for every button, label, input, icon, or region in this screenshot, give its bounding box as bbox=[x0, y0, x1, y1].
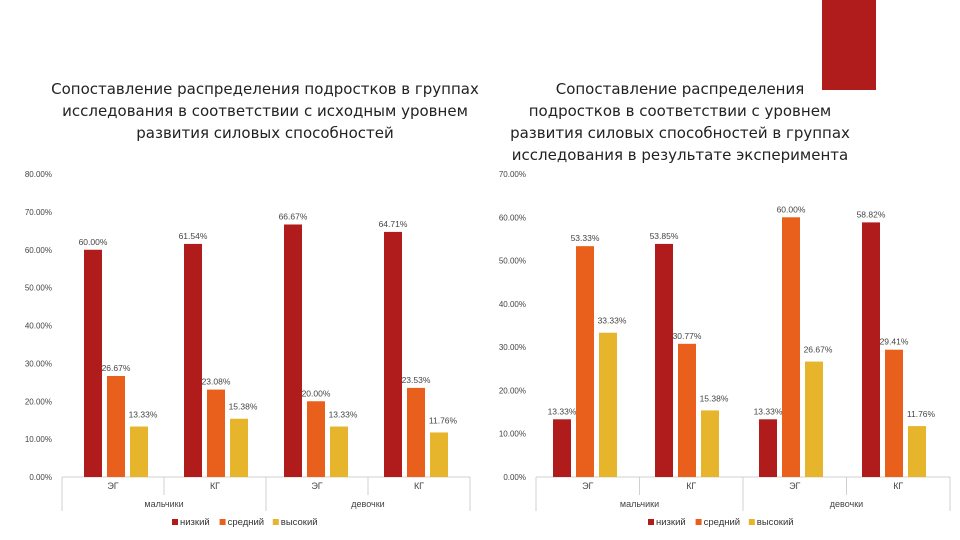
data-label: 13.33% bbox=[329, 410, 358, 420]
bar-средний bbox=[307, 401, 325, 477]
bar-средний bbox=[885, 349, 903, 477]
data-label: 66.67% bbox=[279, 211, 308, 221]
bar-высокий bbox=[805, 361, 823, 477]
y-tick-label: 70.00% bbox=[499, 170, 526, 179]
legend-label: низкий bbox=[180, 517, 210, 528]
y-tick-label: 10.00% bbox=[25, 435, 52, 444]
category-label: КГ bbox=[414, 481, 424, 491]
y-tick-label: 70.00% bbox=[25, 208, 52, 217]
group-label: мальчики bbox=[144, 499, 183, 509]
legend-label: высокий bbox=[281, 517, 318, 528]
category-label: ЭГ bbox=[789, 481, 800, 491]
bar-низкий bbox=[84, 249, 102, 477]
data-label: 64.71% bbox=[379, 219, 408, 229]
y-tick-label: 30.00% bbox=[25, 359, 52, 368]
data-label: 58.82% bbox=[857, 209, 886, 219]
y-tick-label: 60.00% bbox=[25, 246, 52, 255]
category-label: ЭГ bbox=[582, 481, 593, 491]
data-label: 26.67% bbox=[102, 363, 131, 373]
legend-swatch bbox=[748, 519, 755, 525]
data-label: 20.00% bbox=[302, 388, 331, 398]
legend-swatch bbox=[172, 519, 178, 525]
group-label: девочки bbox=[830, 499, 863, 509]
legend-label: средний bbox=[228, 517, 265, 528]
bar-высокий bbox=[130, 426, 148, 477]
bar-высокий bbox=[701, 410, 719, 477]
group-label: мальчики bbox=[620, 499, 659, 509]
bar-низкий bbox=[184, 243, 202, 477]
bar-высокий bbox=[230, 418, 248, 477]
decorative-accent-bar bbox=[822, 0, 876, 90]
y-tick-label: 0.00% bbox=[503, 473, 526, 482]
y-tick-label: 40.00% bbox=[25, 322, 52, 331]
legend-swatch bbox=[648, 519, 654, 525]
data-label: 11.76% bbox=[907, 409, 936, 419]
y-tick-label: 30.00% bbox=[499, 343, 526, 352]
bar-высокий bbox=[330, 426, 348, 477]
chart-title-result: Сопоставление распределения подростков в… bbox=[510, 80, 850, 164]
category-label: ЭГ bbox=[107, 481, 118, 491]
legend-swatch bbox=[695, 519, 702, 525]
legend-swatch bbox=[219, 519, 226, 525]
category-label: КГ bbox=[210, 481, 220, 491]
data-label: 26.67% bbox=[804, 345, 833, 355]
legend-label: низкий bbox=[656, 517, 686, 528]
data-label: 13.33% bbox=[129, 410, 158, 420]
data-label: 60.00% bbox=[777, 204, 806, 214]
bar-низкий bbox=[384, 231, 402, 477]
data-label: 23.08% bbox=[202, 377, 231, 387]
data-label: 13.33% bbox=[754, 406, 783, 416]
bar-высокий bbox=[430, 432, 448, 477]
data-label: 11.76% bbox=[429, 415, 458, 425]
data-label: 53.33% bbox=[571, 233, 600, 243]
data-label: 23.53% bbox=[402, 375, 431, 385]
data-label: 33.33% bbox=[598, 316, 627, 326]
bar-низкий bbox=[553, 419, 571, 477]
category-label: КГ bbox=[686, 481, 696, 491]
bar-средний bbox=[207, 389, 225, 477]
data-label: 53.85% bbox=[650, 231, 679, 241]
legend-label: средний bbox=[704, 517, 741, 528]
data-label: 29.41% bbox=[880, 337, 909, 347]
category-label: ЭГ bbox=[311, 481, 322, 491]
y-tick-label: 60.00% bbox=[499, 213, 526, 222]
data-label: 15.38% bbox=[700, 393, 729, 403]
legend-swatch bbox=[272, 519, 279, 525]
bar-высокий bbox=[599, 332, 617, 477]
y-tick-label: 50.00% bbox=[25, 284, 52, 293]
y-tick-label: 40.00% bbox=[499, 300, 526, 309]
y-tick-label: 0.00% bbox=[29, 473, 52, 482]
bar-средний bbox=[678, 343, 696, 477]
y-tick-label: 10.00% bbox=[499, 430, 526, 439]
bar-средний bbox=[782, 217, 800, 478]
category-label: КГ bbox=[893, 481, 903, 491]
bar-средний bbox=[407, 387, 425, 477]
bar-высокий bbox=[908, 426, 926, 477]
y-tick-label: 20.00% bbox=[25, 397, 52, 406]
bar-низкий bbox=[759, 419, 777, 477]
chart-title-initial: Сопоставление распределения подростков в… bbox=[51, 80, 479, 142]
legend-label: высокий bbox=[757, 517, 794, 528]
bar-средний bbox=[576, 246, 594, 477]
data-label: 30.77% bbox=[673, 331, 702, 341]
bar-низкий bbox=[655, 243, 673, 477]
bar-низкий bbox=[284, 224, 302, 477]
bar-средний bbox=[107, 375, 125, 477]
group-label: девочки bbox=[351, 499, 384, 509]
data-label: 13.33% bbox=[548, 406, 577, 416]
bar-низкий bbox=[862, 222, 880, 477]
data-label: 60.00% bbox=[79, 237, 108, 247]
y-tick-label: 80.00% bbox=[25, 170, 52, 179]
data-label: 61.54% bbox=[179, 231, 208, 241]
y-tick-label: 50.00% bbox=[499, 257, 526, 266]
y-tick-label: 20.00% bbox=[499, 386, 526, 395]
data-label: 15.38% bbox=[229, 402, 258, 412]
